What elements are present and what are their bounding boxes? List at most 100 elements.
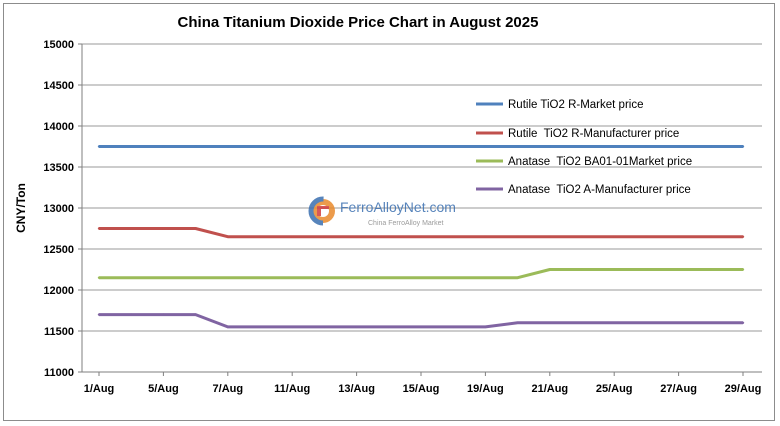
ferroalloynet-logo-icon <box>308 196 338 226</box>
data-point <box>355 235 358 238</box>
data-point <box>548 321 551 324</box>
data-point <box>419 276 423 279</box>
data-point <box>258 276 262 279</box>
chart-frame <box>3 3 775 421</box>
data-point <box>677 235 680 238</box>
data-point <box>677 145 680 148</box>
y-tick-label: 11000 <box>44 367 74 379</box>
data-point <box>484 276 487 279</box>
data-point <box>194 227 197 230</box>
y-tick-label: 12500 <box>43 244 74 256</box>
watermark-brand: FerroAlloyNet.com <box>340 199 456 215</box>
data-point <box>580 321 584 324</box>
data-point <box>355 325 358 329</box>
x-tick-label: 29/Aug <box>725 383 762 395</box>
data-point <box>323 235 326 238</box>
data-point <box>709 268 712 271</box>
data-point <box>194 313 197 316</box>
data-point <box>97 313 101 316</box>
data-point <box>452 276 455 279</box>
data-point <box>291 235 294 238</box>
x-tick-label: 1/Aug <box>84 383 115 395</box>
data-point <box>516 235 519 238</box>
data-point <box>387 276 390 279</box>
data-point <box>645 235 648 238</box>
chart-title: China Titanium Dioxide Price Chart in Au… <box>178 14 539 31</box>
data-point <box>130 313 133 316</box>
x-tick-label: 25/Aug <box>596 383 633 395</box>
x-tick-label: 27/Aug <box>660 383 697 395</box>
data-point <box>323 145 326 148</box>
data-point <box>419 145 423 148</box>
x-tick-label: 19/Aug <box>467 383 504 395</box>
data-point <box>162 227 165 230</box>
axes <box>78 43 762 376</box>
data-point <box>323 325 326 329</box>
data-point <box>226 325 229 329</box>
x-tick-label: 21/Aug <box>531 383 568 395</box>
data-point <box>194 145 197 148</box>
data-point <box>226 276 229 279</box>
data-point <box>355 145 358 148</box>
series-lines <box>97 145 745 329</box>
data-point <box>258 325 262 329</box>
data-point <box>548 145 551 148</box>
data-point <box>162 313 165 316</box>
data-point <box>162 276 165 279</box>
data-point <box>194 276 197 279</box>
series-line-3 <box>99 268 743 280</box>
watermark: FerroAlloyNet.com China FerroAlloy Marke… <box>308 196 456 227</box>
data-point <box>355 276 358 279</box>
data-point <box>645 268 648 271</box>
data-point <box>387 325 390 329</box>
data-point <box>548 235 551 238</box>
data-point <box>130 227 133 230</box>
legend-label: Anatase TiO2 BA01-01Market price <box>508 156 692 168</box>
data-point <box>613 145 616 148</box>
data-point <box>291 325 294 329</box>
legend-label: Anatase TiO2 A-Manufacturer price <box>508 184 691 196</box>
data-point <box>226 145 229 148</box>
data-point <box>645 321 648 324</box>
data-point <box>387 235 390 238</box>
y-tick-label: 11500 <box>44 326 74 338</box>
data-point <box>97 145 101 148</box>
y-axis-label: CNY/Ton <box>14 183 28 233</box>
data-point <box>677 321 680 324</box>
y-tick-label: 13000 <box>43 203 74 215</box>
data-point <box>258 145 262 148</box>
data-point <box>613 268 616 271</box>
legend: Rutile TiO2 R-Market price Rutile TiO2 R-… <box>476 99 692 196</box>
y-tick-label: 14000 <box>43 121 74 133</box>
data-point <box>516 145 519 148</box>
data-point <box>709 235 712 238</box>
data-point <box>484 235 487 238</box>
data-point <box>162 145 165 148</box>
data-point <box>516 276 519 279</box>
data-point <box>452 145 455 148</box>
data-point <box>484 325 487 329</box>
data-point <box>452 235 455 238</box>
data-point <box>548 268 551 271</box>
data-point <box>484 145 487 148</box>
legend-label: Rutile TiO2 R-Market price <box>508 99 643 111</box>
data-point <box>645 145 648 148</box>
y-tick-label: 13500 <box>43 162 74 174</box>
data-point <box>580 145 584 148</box>
data-point <box>130 276 133 279</box>
data-point <box>613 321 616 324</box>
data-point <box>97 227 101 230</box>
data-point <box>709 145 712 148</box>
data-point <box>709 321 712 324</box>
y-tick-label: 15000 <box>43 39 74 51</box>
data-point <box>516 321 519 324</box>
x-tick-label: 11/Aug <box>274 383 310 395</box>
data-point <box>419 325 423 329</box>
y-tick-label: 12000 <box>43 285 74 297</box>
data-point <box>741 235 745 238</box>
x-tick-label: 13/Aug <box>338 383 375 395</box>
data-point <box>226 235 229 238</box>
data-point <box>741 145 745 148</box>
data-point <box>291 145 294 148</box>
